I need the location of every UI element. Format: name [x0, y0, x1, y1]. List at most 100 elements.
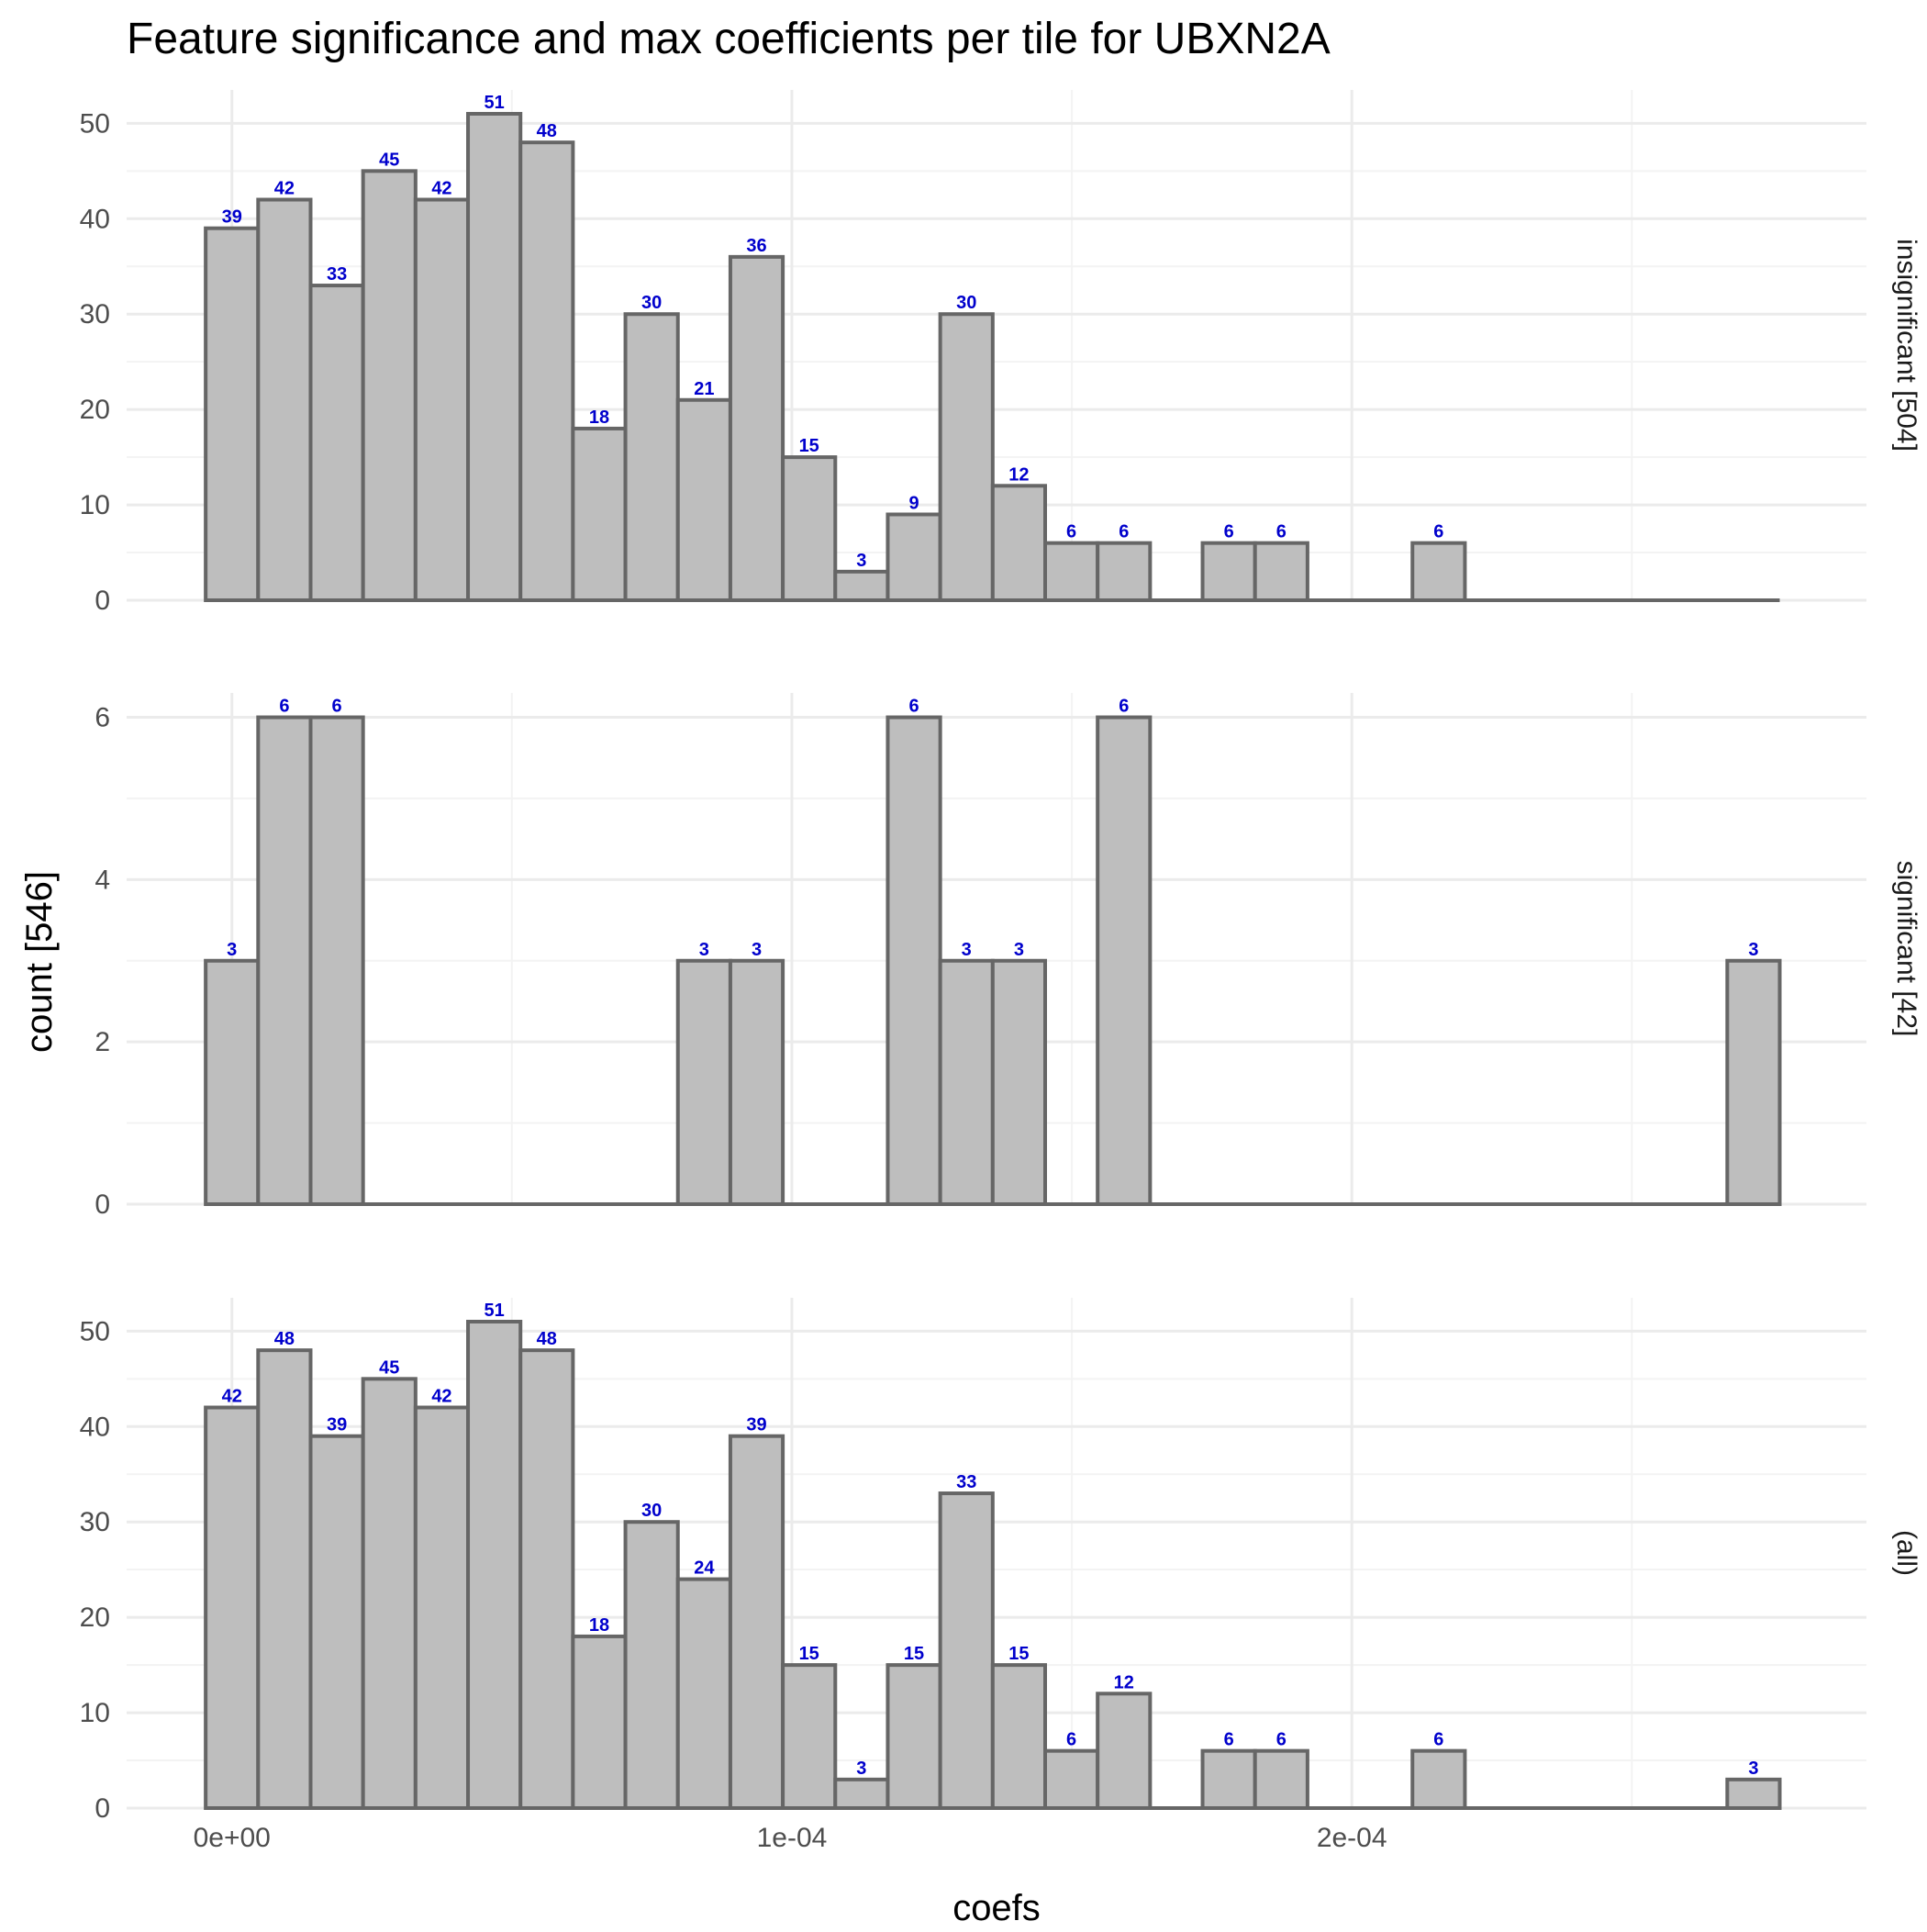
- bar-count-label: 30: [641, 1501, 662, 1521]
- bar-count-label: 6: [279, 697, 289, 717]
- bar-count-label: 39: [327, 1415, 347, 1435]
- bar-count-label: 15: [1008, 1644, 1029, 1664]
- y-tick-label: 0: [95, 1793, 110, 1824]
- histogram-bar: [256, 715, 313, 1206]
- histogram-bar: [518, 140, 575, 602]
- bar-count-label: 42: [274, 179, 295, 199]
- bar-count-label: 51: [484, 93, 504, 113]
- bar-count-label: 3: [752, 940, 762, 960]
- bar-count-label: 6: [1066, 522, 1076, 542]
- histogram-bar: [256, 1348, 313, 1811]
- bar-count-label: 48: [537, 1329, 557, 1349]
- histogram-bar: [1725, 958, 1782, 1207]
- histogram-bar: [675, 1577, 732, 1811]
- histogram-bar: [571, 426, 628, 602]
- bar-count-label: 18: [589, 408, 609, 428]
- histogram-bar: [204, 1405, 261, 1811]
- facet-panel-0: 0102030405039423345425148183021361539301…: [80, 90, 1921, 616]
- bar-count-label: 3: [699, 940, 709, 960]
- histogram-bar: [886, 512, 942, 602]
- bar-count-label: 48: [537, 121, 557, 141]
- histogram-bar: [833, 1777, 890, 1810]
- histogram-bar: [728, 958, 785, 1207]
- bar-count-label: 6: [1066, 1730, 1076, 1750]
- y-tick-label: 4: [95, 865, 110, 895]
- bar-count-label: 39: [222, 207, 242, 228]
- histogram-bar: [781, 455, 838, 602]
- bar-count-label: 42: [222, 1387, 242, 1407]
- bar-count-label: 3: [856, 1759, 866, 1779]
- bar-count-label: 3: [227, 940, 237, 960]
- bar-count-label: 15: [799, 1644, 819, 1664]
- bar-count-label: 6: [1276, 522, 1287, 542]
- histogram-bar: [728, 254, 785, 602]
- histogram-bar: [466, 1319, 523, 1810]
- y-tick-label: 50: [80, 108, 110, 139]
- bar-count-label: 6: [1433, 522, 1443, 542]
- bar-count-label: 6: [332, 697, 342, 717]
- bar-count-label: 18: [589, 1615, 609, 1636]
- histogram-bar: [623, 1520, 680, 1810]
- histogram-bar: [204, 958, 261, 1207]
- bar-count-label: 3: [1014, 940, 1024, 960]
- bar-count-label: 15: [904, 1644, 924, 1664]
- histogram-bar: [308, 715, 365, 1206]
- histogram-bar: [1410, 541, 1467, 602]
- bar-count-label: 6: [1224, 522, 1234, 542]
- histogram-bar: [675, 958, 732, 1207]
- bar-count-label: 30: [641, 293, 662, 313]
- bar-count-label: 3: [962, 940, 972, 960]
- x-tick-label: 0e+00: [194, 1823, 271, 1853]
- y-tick-label: 30: [80, 299, 110, 329]
- facet-strip-label: significant [42]: [1891, 861, 1921, 1037]
- histogram-bar: [1042, 1748, 1100, 1811]
- bar-count-label: 6: [1119, 697, 1129, 717]
- bar-count-label: 42: [431, 179, 451, 199]
- bar-count-label: 12: [1114, 1672, 1134, 1692]
- bar-count-label: 6: [1276, 1730, 1287, 1750]
- histogram-bar: [1253, 1748, 1309, 1811]
- histogram-bar: [623, 312, 680, 602]
- bar-count-label: 33: [327, 264, 347, 285]
- facet-strip-label: insignificant [504]: [1891, 239, 1921, 452]
- bar-count-label: 51: [484, 1301, 504, 1321]
- bar-count-label: 15: [799, 436, 819, 456]
- histogram-bar: [938, 1491, 995, 1811]
- x-tick-label: 2e-04: [1317, 1823, 1387, 1853]
- bar-count-label: 48: [274, 1329, 295, 1349]
- histogram-bar: [413, 1405, 471, 1811]
- x-tick-label: 1e-04: [757, 1823, 828, 1853]
- y-tick-label: 20: [80, 1603, 110, 1633]
- histogram-bar: [886, 1663, 942, 1811]
- histogram-bar: [308, 284, 365, 602]
- histogram-bar: [1096, 715, 1153, 1206]
- histogram-bar: [518, 1348, 575, 1811]
- facet-panel-2: 0102030405042483945425148183024391531533…: [80, 1298, 1921, 1824]
- bar-count-label: 45: [379, 150, 399, 170]
- histogram-bar: [204, 226, 261, 602]
- y-tick-label: 2: [95, 1027, 110, 1057]
- histogram-bar: [1200, 541, 1257, 602]
- x-axis-title: coefs: [952, 1888, 1041, 1927]
- histogram-bar: [413, 197, 471, 603]
- bar-count-label: 30: [956, 293, 976, 313]
- bar-count-label: 6: [1119, 522, 1129, 542]
- bar-count-label: 3: [856, 551, 866, 571]
- histogram-bar: [308, 1434, 365, 1810]
- y-tick-label: 40: [80, 204, 110, 234]
- facet-panel-1: 0 2 4 6 3 6 6 3 3 6 3 3 6 3 significant [42]: [95, 693, 1921, 1220]
- histogram-bar: [1200, 1748, 1257, 1811]
- histogram-bar: [675, 397, 732, 603]
- bar-count-label: 12: [1008, 464, 1029, 485]
- facets-layer: 0102030405039423345425148183021361539301…: [80, 90, 1921, 1853]
- histogram-bar: [361, 1377, 418, 1810]
- bar-count-label: 33: [956, 1472, 976, 1492]
- y-tick-label: 10: [80, 1698, 110, 1728]
- histogram-bar: [1042, 541, 1100, 602]
- y-tick-label: 10: [80, 490, 110, 520]
- y-tick-label: 0: [95, 1189, 110, 1220]
- bar-count-label: 6: [1224, 1730, 1234, 1750]
- histogram-bar: [1253, 541, 1309, 602]
